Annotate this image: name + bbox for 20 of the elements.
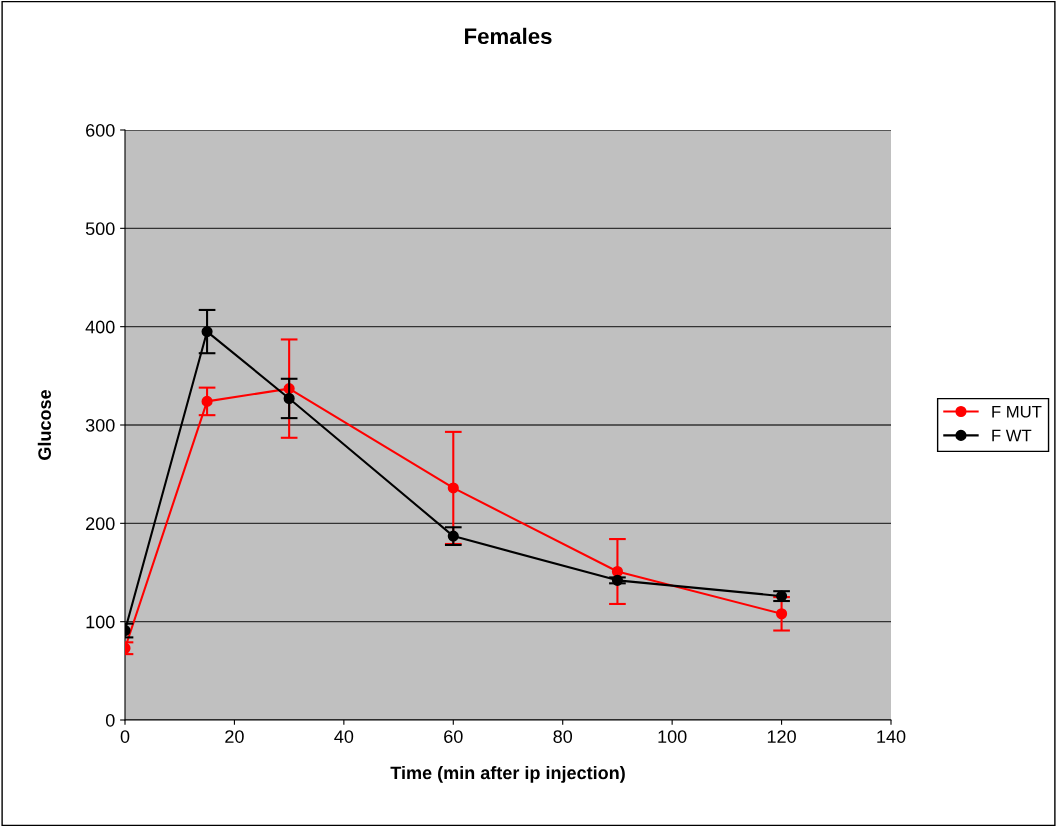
x-tick-label: 140 [877,730,906,743]
legend-label: F WT [992,429,1032,442]
y-tick-label: 600 [86,123,115,137]
x-tick-label: 60 [444,730,463,743]
x-tick-label: 0 [120,730,130,743]
y-tick-label: 200 [86,517,115,531]
y-tick-label: 0 [105,713,115,727]
y-tick-label: 500 [85,222,115,236]
x-tick-label: 40 [334,730,354,743]
x-tick-label: 100 [658,730,687,743]
y-tick-label: 400 [85,320,115,334]
legend-label: F MUT [992,405,1042,418]
x-axis-title: Time (min after ip injection) [390,766,625,783]
y-axis-title: Glucose [37,389,52,460]
x-tick-label: 120 [767,730,796,743]
y-tick-label: 100 [86,615,115,629]
x-tick-label: 20 [225,730,244,743]
x-tick-label: 80 [553,730,573,743]
chart-title: Females [465,27,552,45]
y-tick-label: 300 [85,418,115,432]
